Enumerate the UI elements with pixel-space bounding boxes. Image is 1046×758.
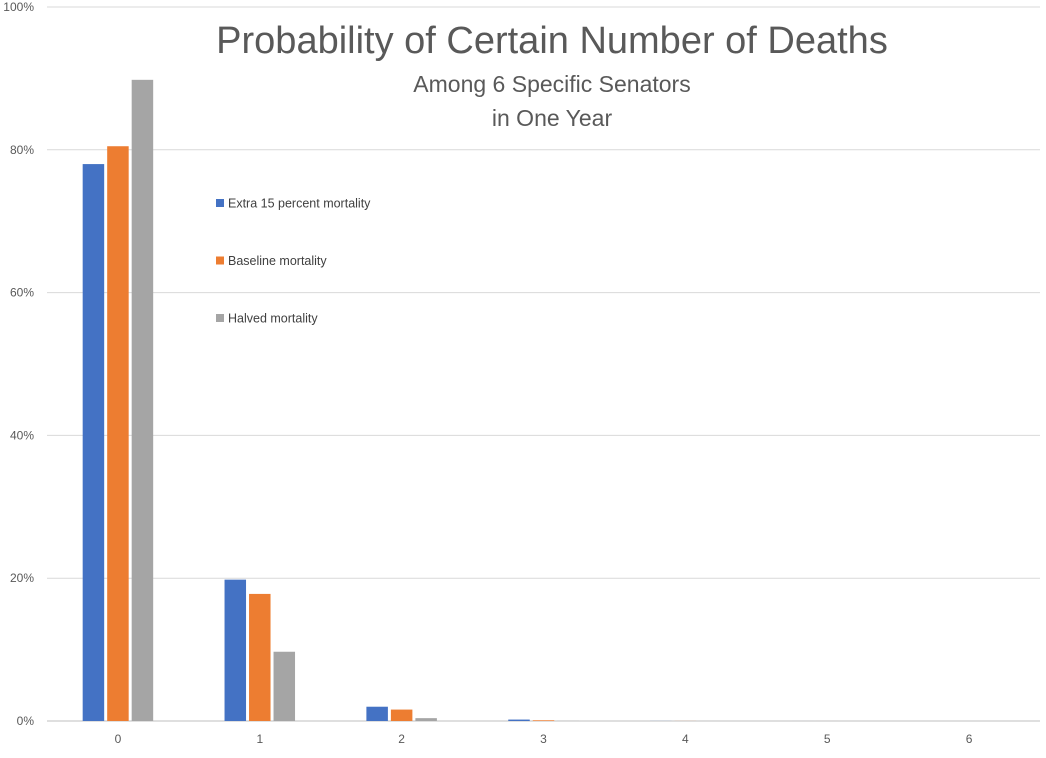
legend-label: Halved mortality [228,312,318,326]
legend-swatch [216,199,224,207]
x-tick-label: 3 [540,732,547,746]
legend-swatch [216,257,224,265]
bar [83,164,105,721]
x-tick-label: 2 [398,732,405,746]
chart-subtitle-line-2: in One Year [492,105,613,131]
legend-label: Extra 15 percent mortality [228,197,371,211]
x-tick-label: 0 [115,732,122,746]
y-tick-label: 60% [10,286,34,300]
chart-subtitle-line-1: Among 6 Specific Senators [413,71,690,97]
x-tick-label: 6 [966,732,973,746]
bars [83,80,838,721]
y-tick-label: 80% [10,143,34,157]
y-tick-label: 20% [10,571,34,585]
x-axis-tick-labels: 0 1 2 3 4 5 6 [115,732,973,746]
y-tick-label: 40% [10,428,34,442]
y-tick-label: 0% [17,714,35,728]
bar [415,718,437,721]
y-axis-tick-labels: 0% 20% 40% 60% 80% 100% [3,0,34,728]
bar [533,720,555,721]
x-tick-label: 5 [824,732,831,746]
bar [132,80,154,721]
x-tick-label: 1 [256,732,263,746]
legend: Extra 15 percent mortality Baseline morta… [216,197,371,326]
y-tick-label: 100% [3,0,34,14]
bar [508,720,530,721]
x-tick-label: 4 [682,732,689,746]
legend-swatch [216,314,224,322]
bar [366,707,388,721]
bar [107,146,129,721]
chart-title: Probability of Certain Number of Deaths [216,20,888,62]
bar [391,710,413,721]
bar [274,652,296,721]
bar [225,580,247,721]
legend-label: Baseline mortality [228,254,327,268]
bar [249,594,270,721]
